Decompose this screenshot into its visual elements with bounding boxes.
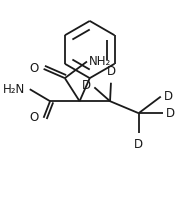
Text: O: O — [30, 111, 39, 124]
Text: D: D — [134, 138, 143, 151]
Text: D: D — [82, 79, 91, 92]
Text: D: D — [166, 107, 175, 120]
Text: H₂N: H₂N — [3, 83, 25, 96]
Text: NH₂: NH₂ — [89, 55, 111, 68]
Text: D: D — [164, 90, 173, 103]
Text: D: D — [106, 65, 115, 78]
Text: O: O — [30, 62, 39, 75]
